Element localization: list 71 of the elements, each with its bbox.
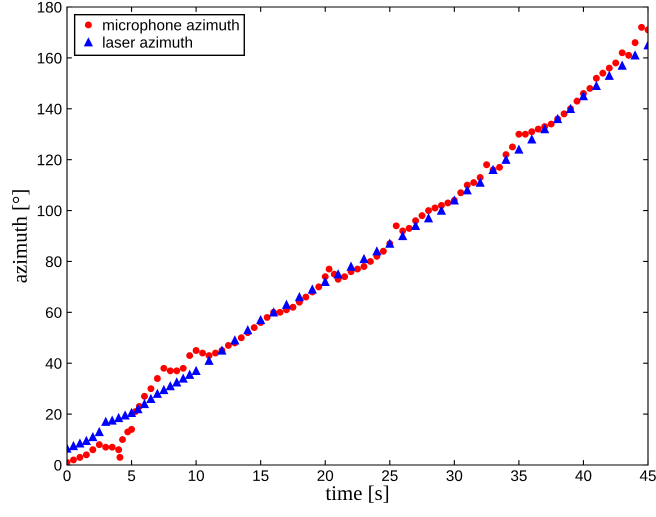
point [592, 82, 601, 90]
y-tick-label: 80 [46, 256, 62, 268]
point [334, 270, 342, 278]
point [463, 186, 472, 194]
point [282, 300, 291, 309]
y-tick-label: 140 [38, 104, 62, 114]
point [166, 382, 174, 390]
x-axis-title: time [s] [326, 485, 388, 503]
y-tick-label: 40 [46, 358, 62, 369]
point [605, 72, 614, 80]
x-tick-label: 10 [188, 470, 204, 482]
point [108, 416, 116, 425]
point [424, 214, 433, 222]
y-tick-label: 180 [38, 2, 62, 13]
point [120, 411, 130, 420]
point [398, 232, 407, 240]
point [346, 262, 356, 271]
point [528, 135, 536, 144]
point [579, 92, 588, 100]
x-tick-label: 15 [253, 470, 269, 482]
point [230, 336, 240, 344]
point [69, 442, 78, 450]
point [204, 356, 214, 365]
x-tick-label: 0 [63, 470, 71, 482]
point [102, 418, 110, 426]
y-tick-label: 60 [46, 307, 62, 318]
point [153, 390, 162, 398]
y-tick-label: 120 [38, 154, 62, 166]
point [502, 156, 510, 164]
x-tick-label: 20 [317, 470, 334, 482]
point [437, 206, 446, 215]
point [295, 292, 304, 302]
x-tick-label: 35 [510, 470, 527, 482]
y-tick-label: 100 [38, 205, 62, 216]
point [88, 432, 97, 442]
point [134, 404, 142, 414]
point [127, 408, 136, 418]
point [630, 51, 640, 60]
point [76, 439, 84, 448]
point [146, 394, 156, 404]
point [82, 436, 91, 445]
x-tick-label: 30 [446, 470, 462, 482]
point [160, 386, 168, 394]
point [476, 178, 484, 187]
y-tick-label: 20 [46, 408, 62, 420]
point [540, 124, 549, 134]
point [140, 400, 149, 408]
point [321, 278, 330, 286]
point [172, 378, 181, 386]
x-tick-label: 25 [382, 470, 398, 482]
legend-label: microphone azimuth [103, 19, 239, 34]
point [179, 374, 188, 383]
point [185, 370, 194, 379]
y-tick-label: 160 [38, 52, 62, 64]
x-tick-label: 5 [128, 470, 136, 482]
x-tick-label: 40 [575, 470, 592, 482]
y-axis-title: azimuth [°] [12, 190, 30, 283]
point [514, 145, 524, 154]
x-tick-label: 45 [640, 470, 656, 482]
point [114, 414, 123, 422]
point [308, 285, 316, 294]
legend-label: laser azimuth [103, 36, 192, 48]
point [95, 428, 104, 436]
point [360, 254, 368, 264]
point [244, 326, 252, 334]
y-tick-label: 0 [54, 460, 62, 471]
point [372, 247, 382, 256]
point [411, 222, 420, 230]
point [618, 61, 626, 70]
point [256, 316, 265, 324]
point [192, 366, 200, 376]
